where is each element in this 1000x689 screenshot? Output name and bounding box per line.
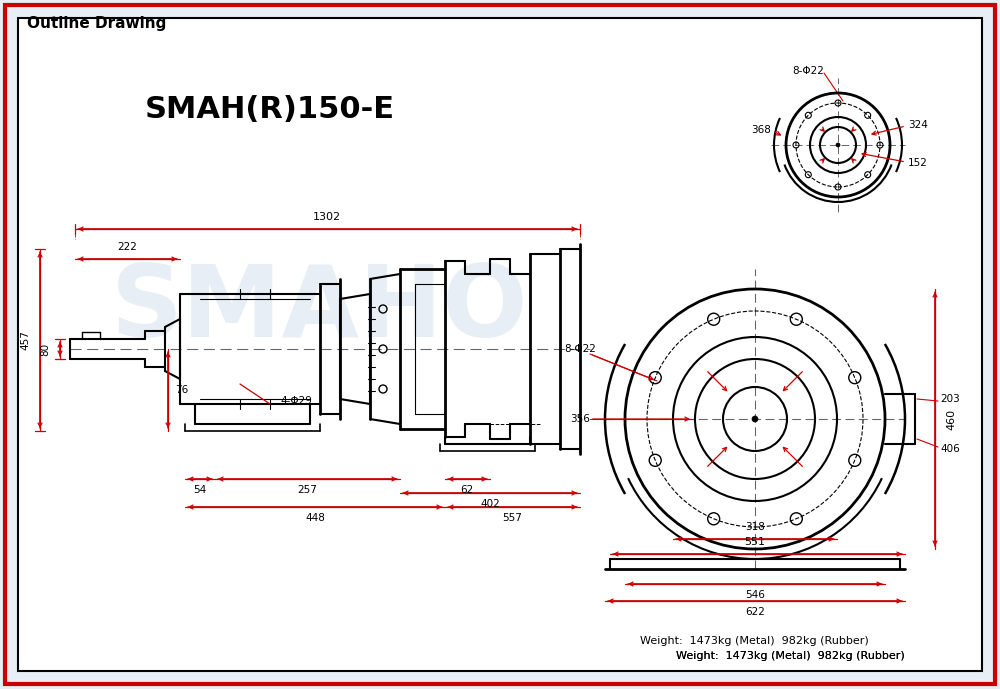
- Text: 546: 546: [745, 590, 765, 600]
- Text: 54: 54: [193, 485, 207, 495]
- Text: 406: 406: [940, 444, 960, 454]
- Text: 76: 76: [175, 385, 189, 395]
- Text: 203: 203: [940, 394, 960, 404]
- Text: 448: 448: [305, 513, 325, 523]
- Text: 622: 622: [745, 607, 765, 617]
- Text: 356: 356: [570, 414, 590, 424]
- Text: 402: 402: [480, 499, 500, 509]
- Text: SMAH(R)150-E: SMAH(R)150-E: [145, 94, 395, 123]
- Text: 62: 62: [460, 485, 474, 495]
- Text: 80: 80: [40, 342, 50, 356]
- Text: 318: 318: [745, 522, 765, 532]
- Text: 460: 460: [946, 409, 956, 429]
- Text: 324: 324: [908, 120, 928, 130]
- Text: Outline Drawing: Outline Drawing: [27, 15, 166, 30]
- Text: Weight:  1473kg (Metal)  982kg (Rubber): Weight: 1473kg (Metal) 982kg (Rubber): [676, 651, 904, 661]
- Circle shape: [836, 143, 840, 147]
- Circle shape: [752, 416, 758, 422]
- Text: 4-Φ29: 4-Φ29: [280, 396, 312, 406]
- Text: 557: 557: [502, 513, 522, 523]
- Text: 8-Φ22: 8-Φ22: [564, 344, 596, 354]
- Text: 8-Φ22: 8-Φ22: [792, 66, 824, 76]
- Text: 551: 551: [744, 537, 766, 547]
- Text: 222: 222: [117, 242, 137, 252]
- Text: 1302: 1302: [313, 212, 341, 222]
- Text: 368: 368: [751, 125, 771, 135]
- Text: Weight:  1473kg (Metal)  982kg (Rubber): Weight: 1473kg (Metal) 982kg (Rubber): [640, 636, 868, 646]
- Text: 457: 457: [20, 330, 30, 350]
- Text: SMAHO: SMAHO: [111, 260, 529, 358]
- Text: 152: 152: [908, 158, 928, 168]
- Text: 257: 257: [297, 485, 317, 495]
- Text: Weight:  1473kg (Metal)  982kg (Rubber): Weight: 1473kg (Metal) 982kg (Rubber): [676, 651, 904, 661]
